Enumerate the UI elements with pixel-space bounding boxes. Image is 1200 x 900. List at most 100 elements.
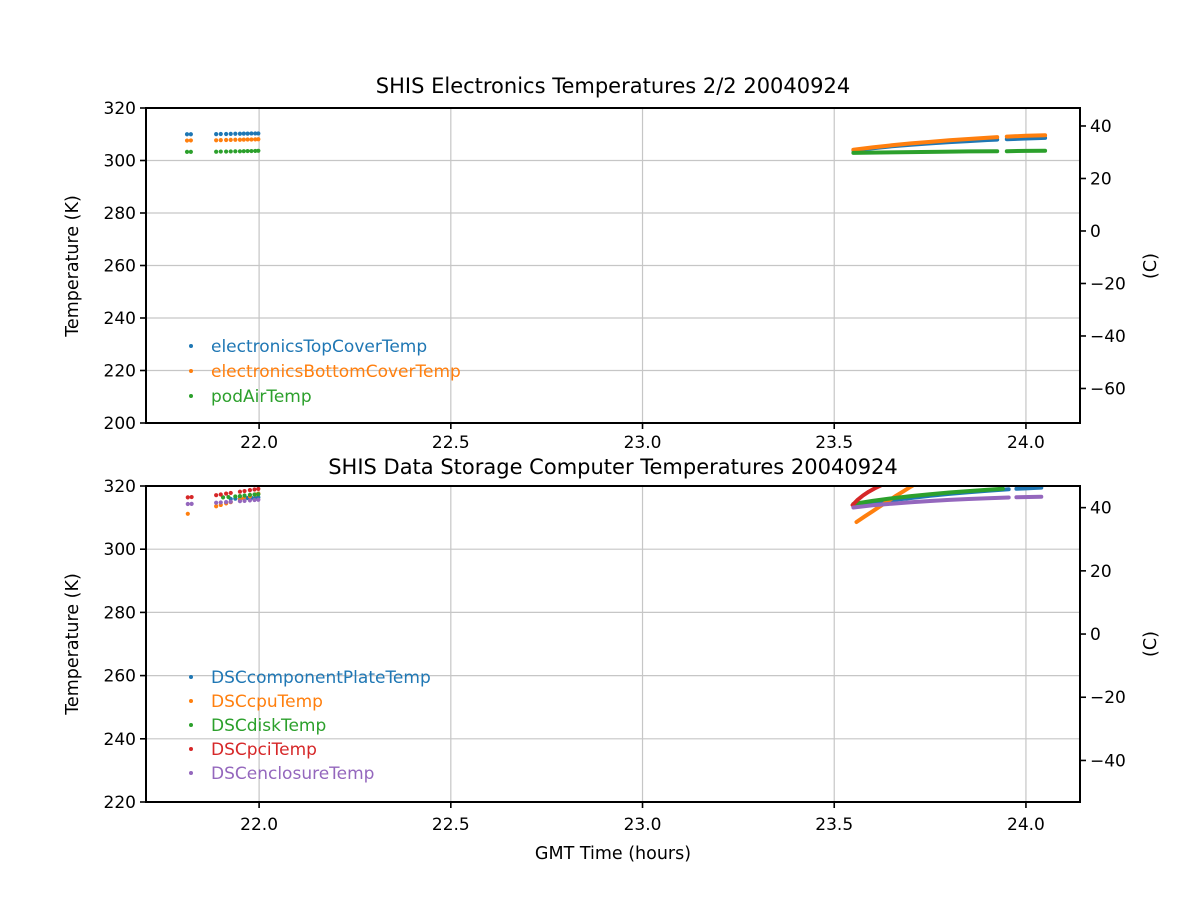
legend-label: electronicsTopCoverTemp xyxy=(211,337,427,357)
y-tick-label-right: −40 xyxy=(1090,327,1126,347)
series-dot xyxy=(252,492,257,497)
y-tick-label-right: −60 xyxy=(1090,379,1126,399)
y-tick-label-left: 240 xyxy=(104,309,136,329)
y-tick-label-left: 260 xyxy=(104,667,136,687)
series-dot xyxy=(237,137,243,142)
y-axis-label-right: (C) xyxy=(1141,253,1161,279)
series-dot xyxy=(256,497,261,502)
series-dot xyxy=(233,137,238,142)
y-tick-label-left: 260 xyxy=(104,257,136,277)
plots-layer: 22.0 22.5 23.0 23.5 24.020022024026028030032… xyxy=(104,99,1126,835)
series-dot xyxy=(184,138,190,143)
series-layer xyxy=(184,131,1048,155)
y-tick-label-left: 220 xyxy=(104,793,136,813)
series-dot xyxy=(241,137,246,142)
series-dot xyxy=(249,137,254,142)
series-dot xyxy=(247,488,253,493)
series-dot xyxy=(245,137,250,142)
series-dot xyxy=(228,149,233,154)
chart-title: SHIS Data Storage Computer Temperatures … xyxy=(328,455,898,479)
series-dot xyxy=(214,500,219,505)
series-line xyxy=(851,486,1005,506)
series-line xyxy=(854,486,916,524)
series-dot xyxy=(249,131,254,136)
series-dot xyxy=(233,131,238,136)
legend-marker xyxy=(189,747,193,751)
series-dot xyxy=(233,149,238,154)
y-tick-label-left: 240 xyxy=(104,730,136,750)
x-tick-label: 23.0 xyxy=(624,433,662,453)
legend-marker xyxy=(189,771,193,775)
y-tick-label-left: 280 xyxy=(104,204,136,224)
series-dot xyxy=(245,131,250,136)
x-tick-label: 23.0 xyxy=(624,815,662,835)
y-axis-label-right: (C) xyxy=(1141,631,1161,657)
y-tick-label-right: 0 xyxy=(1090,222,1101,242)
series-dot xyxy=(252,487,257,492)
series-dot xyxy=(256,486,261,491)
x-tick-label: 22.0 xyxy=(240,433,278,453)
series-dot xyxy=(188,149,193,154)
chart-title: SHIS Electronics Temperatures 2/2 200409… xyxy=(376,74,850,98)
series-layer xyxy=(185,486,1044,524)
series-dot xyxy=(218,500,223,505)
series-dot xyxy=(224,491,229,496)
series-line xyxy=(1014,486,1044,491)
series-dot xyxy=(214,138,219,143)
x-tick-label: 22.5 xyxy=(432,815,470,835)
series-dot xyxy=(242,493,247,498)
series-dot xyxy=(184,149,190,154)
legend-label: DSCcomponentPlateTemp xyxy=(211,668,431,688)
y-tick-label-right: 40 xyxy=(1090,117,1112,137)
series-dot xyxy=(224,131,229,137)
y-tick-label-right: 0 xyxy=(1090,625,1101,645)
series-dot xyxy=(218,149,223,154)
series-dot xyxy=(242,498,247,503)
series-dot xyxy=(218,138,223,143)
y-tick-label-right: 40 xyxy=(1090,499,1112,519)
legend-marker xyxy=(189,394,193,398)
y-tick-label-left: 200 xyxy=(104,414,136,434)
series-dot xyxy=(252,497,257,503)
series-dot xyxy=(224,149,229,154)
series-dot xyxy=(237,149,243,154)
legend-marker xyxy=(189,699,193,703)
y-tick-label-right: −20 xyxy=(1090,274,1126,294)
series-dot xyxy=(185,501,190,507)
series-dot xyxy=(253,131,258,136)
series-line xyxy=(1004,135,1048,142)
series-dot xyxy=(214,149,219,154)
series-dot xyxy=(188,138,193,143)
series-dot xyxy=(249,148,254,154)
legend-label: DSCpciTemp xyxy=(211,740,317,760)
legend-label: DSCenclosureTemp xyxy=(211,764,374,784)
series-dot xyxy=(237,489,243,494)
y-axis-label-left: Temperature (K) xyxy=(63,573,83,716)
legend-label: DSCdiskTemp xyxy=(211,716,326,736)
series-dot xyxy=(189,494,194,500)
series-dot xyxy=(237,499,243,504)
subplot-1: 22.0 22.5 23.0 23.5 24.0 220 240 260 280 300 320 40… xyxy=(104,477,1126,835)
series-dot xyxy=(214,504,219,509)
legend-marker xyxy=(189,369,193,373)
series-dot xyxy=(188,132,193,137)
series-dot xyxy=(214,493,219,498)
series-dot xyxy=(189,501,194,506)
series-dot xyxy=(256,137,261,142)
series-dot xyxy=(214,132,219,137)
series-dot xyxy=(241,131,246,136)
legend-marker xyxy=(189,675,193,679)
series-line xyxy=(851,135,1000,152)
series-dot xyxy=(256,148,261,153)
y-tick-label-left: 280 xyxy=(104,603,136,623)
y-axis-label-left: Temperature (K) xyxy=(63,195,83,338)
legend-label: electronicsBottomCoverTemp xyxy=(211,362,461,382)
series-dot xyxy=(256,492,261,497)
series-dot xyxy=(242,488,247,494)
series-line xyxy=(850,486,885,507)
series-dot xyxy=(228,137,233,142)
series-dot xyxy=(253,137,258,142)
x-tick-label: 24.0 xyxy=(1007,815,1045,835)
subplot-0: 22.0 22.5 23.0 23.5 24.020022024026028030032… xyxy=(104,99,1126,453)
series-dot xyxy=(224,137,229,143)
